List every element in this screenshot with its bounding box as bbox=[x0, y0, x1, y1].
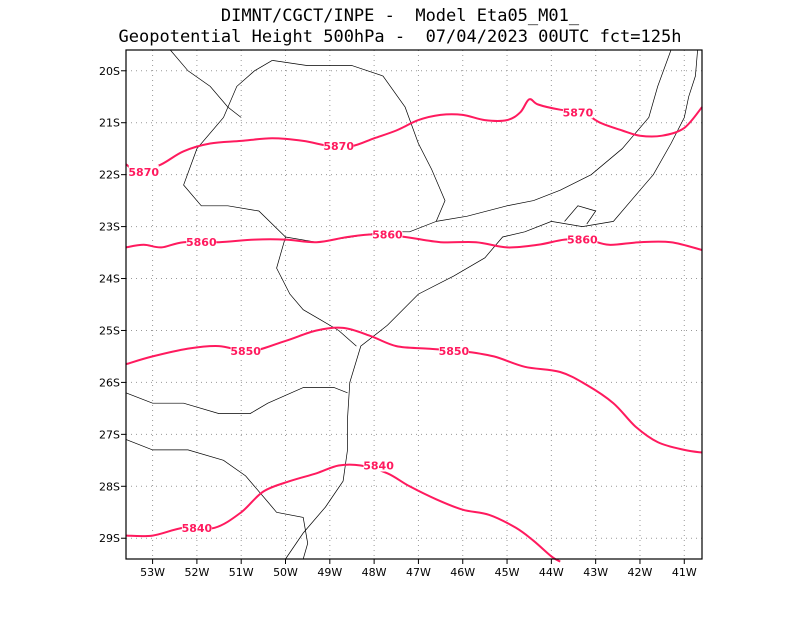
lon-tick-label: 47W bbox=[406, 566, 431, 579]
lat-lon-grid bbox=[126, 50, 702, 559]
contour-5870 bbox=[125, 98, 703, 174]
border-line bbox=[272, 60, 446, 243]
lon-tick-label: 48W bbox=[362, 566, 387, 579]
lat-tick-label: 27S bbox=[99, 428, 120, 441]
contour-5840 bbox=[125, 463, 561, 563]
lon-tick-label: 51W bbox=[229, 566, 254, 579]
border-line bbox=[125, 439, 309, 560]
lon-tick-label: 52W bbox=[184, 566, 209, 579]
contour-label-bg bbox=[363, 458, 394, 472]
border-line bbox=[170, 49, 242, 118]
lon-tick-label: 50W bbox=[273, 566, 298, 579]
lat-tick-label: 26S bbox=[99, 376, 120, 389]
contour-label-bg bbox=[567, 232, 598, 246]
contour-label-bg bbox=[438, 344, 469, 358]
border-line bbox=[285, 49, 698, 560]
lon-tick-label: 43W bbox=[583, 566, 608, 579]
border-line bbox=[564, 205, 597, 225]
lat-tick-label: 25S bbox=[99, 324, 120, 337]
lat-tick-label: 23S bbox=[99, 221, 120, 234]
lat-tick-label: 29S bbox=[99, 532, 120, 545]
lat-tick-label: 24S bbox=[99, 273, 120, 286]
map-title: DIMNT/CGCT/INPE - Model Eta05_M01_ bbox=[220, 6, 580, 26]
lat-tick-label: 21S bbox=[99, 117, 120, 130]
contour-label: 5850 bbox=[439, 345, 470, 358]
lat-tick-label: 20S bbox=[99, 65, 120, 78]
contour-label: 5870 bbox=[323, 140, 354, 153]
contour-label: 5850 bbox=[230, 345, 261, 358]
map-frame bbox=[125, 49, 703, 560]
contour-label-bg bbox=[128, 165, 159, 179]
lon-tick-label: 53W bbox=[140, 566, 165, 579]
lon-tick-label: 44W bbox=[539, 566, 564, 579]
lon-tick-label: 42W bbox=[628, 566, 653, 579]
contour-label-bg bbox=[372, 227, 403, 241]
border-line bbox=[125, 387, 348, 414]
lat-tick-label: 28S bbox=[99, 480, 120, 493]
contour-label-bg bbox=[186, 235, 217, 249]
lon-tick-label: 45W bbox=[495, 566, 520, 579]
lon-tick-label: 49W bbox=[317, 566, 342, 579]
lat-tick-label: 22S bbox=[99, 169, 120, 182]
lon-tick-label: 41W bbox=[672, 566, 697, 579]
contour-label: 5860 bbox=[372, 228, 403, 241]
contour-label-bg bbox=[181, 520, 212, 534]
contour-label: 5840 bbox=[363, 460, 394, 473]
map-subtitle: Geopotential Height 500hPa - 07/04/2023 … bbox=[118, 27, 682, 47]
height-contours: 5870 5870 5870 5860 5860 5860 5850 5850 5840 5840 bbox=[125, 98, 703, 563]
border-line bbox=[183, 60, 357, 347]
contour-label: 5870 bbox=[128, 166, 159, 179]
border-line bbox=[436, 49, 672, 222]
contour-label: 5870 bbox=[563, 106, 594, 119]
lon-tick-label: 46W bbox=[450, 566, 475, 579]
contour-label: 5860 bbox=[567, 234, 598, 247]
contour-label-bg bbox=[230, 344, 261, 358]
axis-ticks: 53W 52W 51W 50W 49W 48W 47W 46W 45W 44W 43W 42W 41W 2… bbox=[99, 65, 697, 579]
contour-label-bg bbox=[323, 139, 354, 153]
contour-label-bg bbox=[562, 105, 593, 119]
contour-5850 bbox=[125, 326, 703, 454]
contour-label: 5860 bbox=[186, 236, 217, 249]
contour-label: 5840 bbox=[182, 522, 213, 535]
